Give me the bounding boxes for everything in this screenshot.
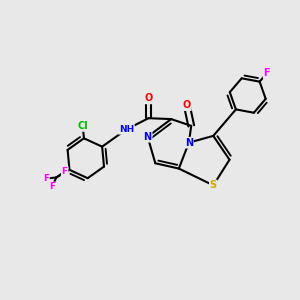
Text: F: F: [43, 174, 49, 183]
Text: NH: NH: [119, 125, 134, 134]
Text: N: N: [185, 138, 193, 148]
Text: Cl: Cl: [77, 121, 88, 131]
Text: O: O: [144, 94, 153, 103]
Text: F: F: [61, 167, 68, 176]
Text: F: F: [264, 68, 270, 78]
Text: F: F: [49, 182, 55, 191]
Text: S: S: [210, 180, 217, 190]
Text: N: N: [144, 132, 152, 142]
Text: O: O: [183, 100, 191, 110]
